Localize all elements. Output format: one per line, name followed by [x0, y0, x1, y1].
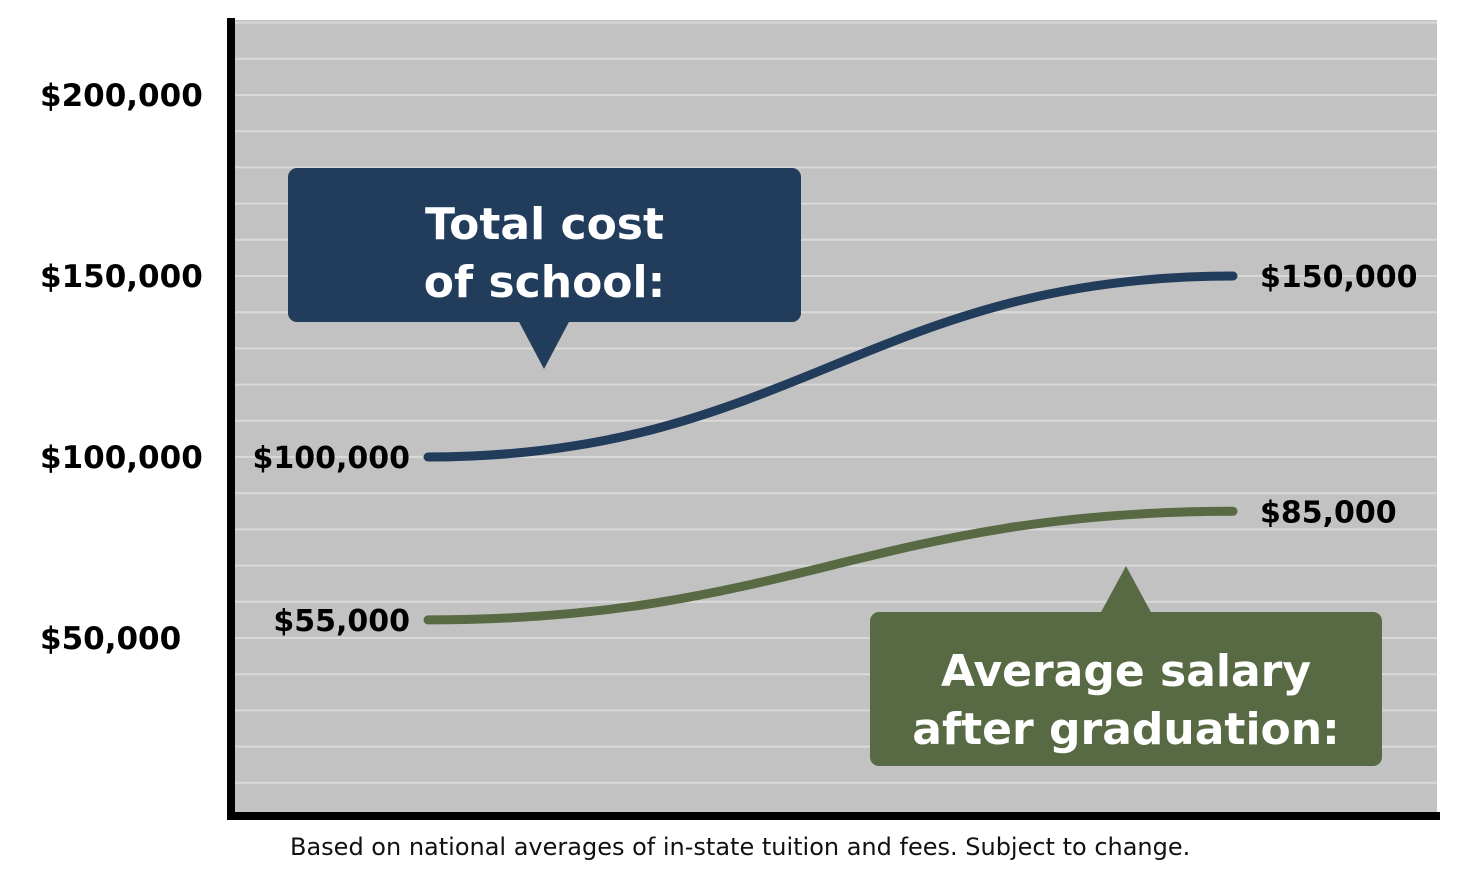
gridlines [231, 21, 1437, 784]
series-name-line: after graduation: [912, 704, 1339, 755]
y-tick-label: $100,000 [40, 440, 203, 476]
series-name-line: Total cost [425, 199, 664, 250]
callouts: Total cost of school: Average salary after … [288, 168, 1382, 766]
y-tick-label: $50,000 [40, 621, 181, 657]
y-axis-ticks: $50,000 $100,000 $150,000 $200,000 [40, 78, 203, 657]
series-name-line: Average salary [941, 646, 1311, 697]
callout-2: Average salary after graduation: [870, 566, 1382, 766]
data-label-start: $55,000 [273, 604, 410, 639]
series-line-1 [423, 271, 1238, 462]
y-tick-label: $200,000 [40, 78, 203, 114]
series-line-2 [423, 506, 1238, 625]
callout-pointer [518, 320, 570, 369]
data-labels: $100,000 $150,000 $55,000 $85,000 [252, 260, 1417, 639]
callout-1: Total cost of school: [288, 168, 801, 369]
series-name-line: of school: [424, 257, 665, 308]
callout-pointer [1100, 566, 1152, 614]
callout-box [870, 612, 1382, 766]
series-lines [423, 271, 1238, 625]
data-label-start: $100,000 [252, 441, 410, 476]
footnote: Based on national averages of in-state t… [290, 833, 1191, 861]
data-label-end: $150,000 [1260, 260, 1418, 295]
y-tick-label: $150,000 [40, 259, 203, 295]
data-label-end: $85,000 [1260, 495, 1397, 530]
callout-box [288, 168, 801, 322]
